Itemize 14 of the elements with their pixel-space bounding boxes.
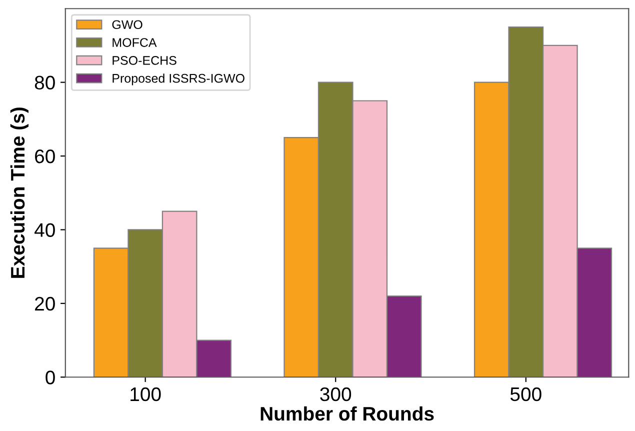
x-tick-label: 100 — [130, 387, 161, 402]
y-axis-title: Execution Time (s) — [10, 108, 28, 278]
y-tick-label: 0 — [46, 370, 55, 384]
x-tick-label: 500 — [510, 387, 542, 402]
y-tick-label: 40 — [34, 223, 55, 237]
y-tick-label: 60 — [35, 149, 55, 164]
legend-label: GWO — [112, 20, 142, 30]
legend-label: MOFCA — [112, 38, 157, 47]
x-tick-label: 300 — [320, 387, 352, 402]
x-axis-title: Number of Rounds — [260, 406, 434, 421]
legend-label: PSO-ECHS — [112, 56, 176, 65]
y-tick-label: 20 — [35, 296, 55, 311]
legend-label: Proposed ISSRS-IGWO — [112, 74, 244, 86]
y-tick-label: 80 — [34, 76, 55, 90]
